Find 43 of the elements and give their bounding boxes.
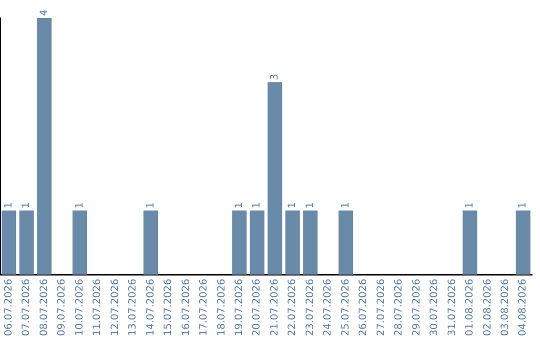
data-label: 4 xyxy=(38,10,50,16)
x-tick-label: 22.07.2026 xyxy=(287,278,298,336)
x-tick-label: 25.07.2026 xyxy=(340,278,352,336)
x-tick-label: 17.07.2026 xyxy=(198,278,210,336)
x-tick-label: 16.07.2026 xyxy=(180,278,192,336)
x-tick-label: 28.07.2026 xyxy=(394,278,405,336)
x-tick-label: 12.07.2026 xyxy=(110,278,121,336)
x-tick-label: 02.08.2026 xyxy=(482,278,494,336)
x-tick-label: 03.08.2026 xyxy=(500,278,511,336)
x-tick-label: 18.07.2026 xyxy=(216,278,228,336)
data-label: 1 xyxy=(145,202,156,209)
data-label: 1 xyxy=(464,202,476,209)
data-label: 1 xyxy=(518,202,529,209)
x-tick-label: 06.07.2026 xyxy=(3,278,14,336)
x-tick-label: 19.07.2026 xyxy=(234,278,245,336)
x-tick-label: 24.07.2026 xyxy=(322,278,334,336)
data-label: 1 xyxy=(340,202,352,209)
x-tick-label: 15.07.2026 xyxy=(163,278,174,336)
x-tick-label: 29.07.2026 xyxy=(411,278,422,336)
x-tick-label: 14.07.2026 xyxy=(145,278,156,336)
data-label: 1 xyxy=(252,202,263,209)
x-tick-label: 23.07.2026 xyxy=(304,278,316,336)
data-label: 3 xyxy=(269,74,280,80)
x-tick-label: 09.07.2026 xyxy=(56,278,68,336)
data-label: 1 xyxy=(304,202,316,209)
x-tick-label: 13.07.2026 xyxy=(128,278,139,336)
x-tick-label: 26.07.2026 xyxy=(358,278,370,336)
data-label: 1 xyxy=(234,202,245,209)
x-tick-label: 11.07.2026 xyxy=(92,278,104,336)
x-tick-label: 01.08.2026 xyxy=(464,278,476,336)
x-tick-label: 04.08.2026 xyxy=(518,278,529,336)
data-label: 1 xyxy=(287,202,298,209)
x-tick-label: 27.07.2026 xyxy=(376,278,387,336)
x-tick-label: 21.07.2026 xyxy=(269,278,280,336)
x-tick-label: 20.07.2026 xyxy=(252,278,263,336)
data-label: 1 xyxy=(74,202,86,209)
x-tick-label: 08.07.2026 xyxy=(38,278,50,336)
x-tick-label: 10.07.2026 xyxy=(74,278,86,336)
x-tick-label: 30.07.2026 xyxy=(429,278,440,336)
x-tick-label: 31.07.2026 xyxy=(446,278,458,336)
data-label: 1 xyxy=(21,202,32,209)
x-tick-label: 07.07.2026 xyxy=(21,278,32,336)
data-label: 1 xyxy=(3,202,14,209)
